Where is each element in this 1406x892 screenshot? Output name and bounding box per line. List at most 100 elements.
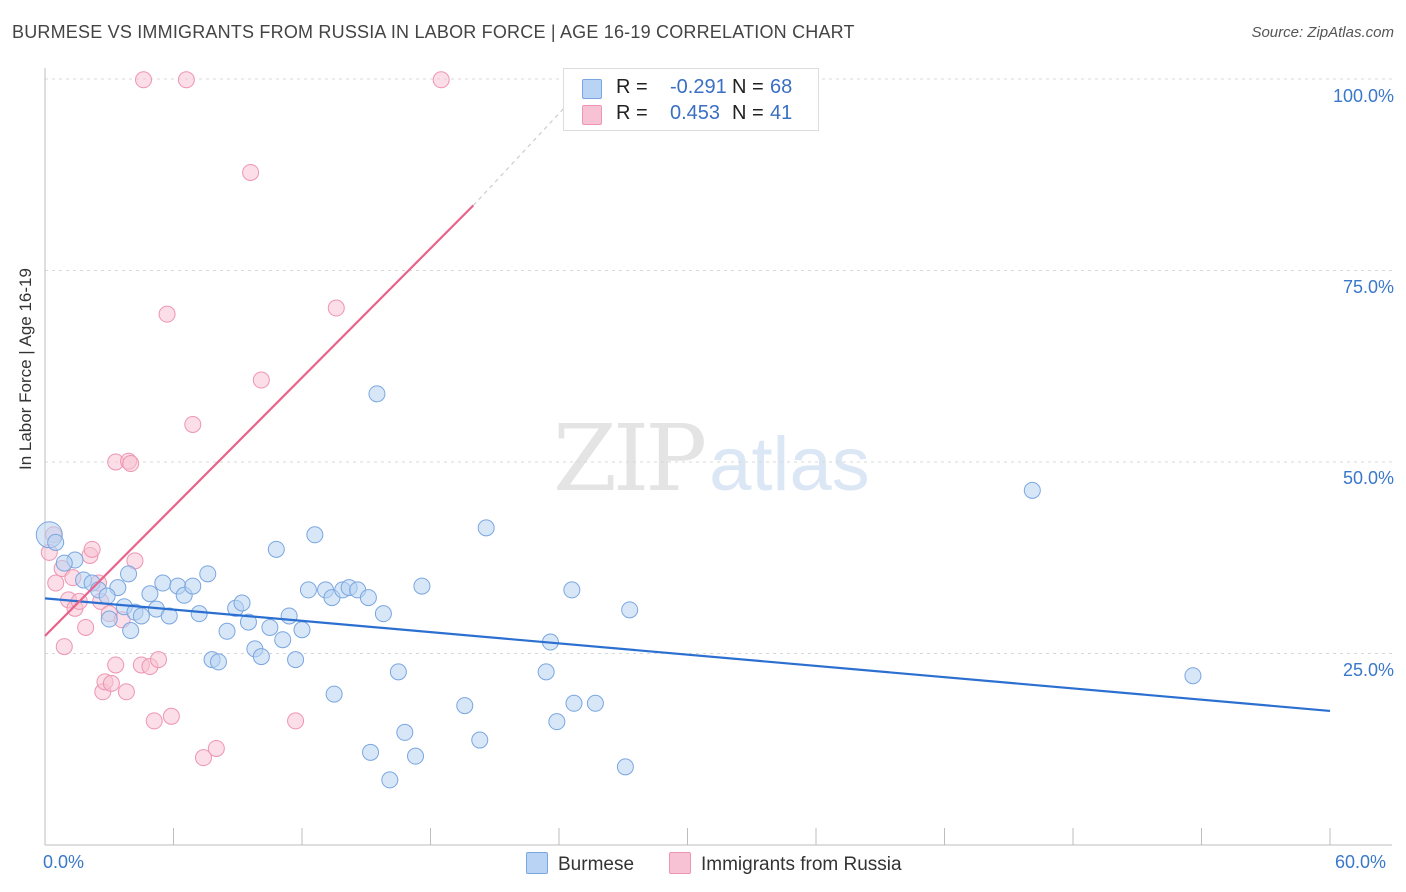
data-point-russia (145, 712, 163, 730)
data-point-burmese (120, 565, 138, 583)
data-point-russia (47, 574, 65, 592)
data-point-burmese (218, 622, 236, 640)
legend-n-label: N = (732, 102, 764, 124)
data-point-russia (207, 739, 225, 757)
data-point-burmese (184, 577, 202, 595)
data-point-burmese (1184, 667, 1202, 685)
data-point-burmese (396, 723, 414, 741)
russia-points (40, 71, 450, 767)
trend-line-burmese (44, 597, 1331, 713)
y-tick-label-50: 50.0% (1342, 468, 1394, 488)
data-point-russia (252, 371, 270, 389)
data-point-burmese (239, 613, 257, 631)
data-point-burmese (252, 648, 270, 666)
source-label: Source: ZipAtlas.com (1251, 24, 1394, 41)
data-point-russia (102, 674, 120, 692)
legend-swatch-russia (582, 105, 602, 125)
data-point-burmese (1023, 481, 1041, 499)
legend-r-value: -0.291 (670, 76, 727, 98)
data-point-russia (162, 707, 180, 725)
data-point-burmese (280, 607, 298, 625)
chart-title: BURMESE VS IMMIGRANTS FROM RUSSIA IN LAB… (12, 22, 855, 42)
data-point-burmese (537, 663, 555, 681)
data-point-russia (327, 299, 345, 317)
data-point-burmese (359, 589, 377, 607)
bottom-legend-swatch-burmese (526, 852, 548, 874)
data-point-burmese (471, 731, 489, 749)
data-point-burmese (141, 585, 159, 603)
x-tick-label-max: 60.0% (1335, 852, 1387, 872)
burmese-points (35, 385, 1202, 789)
trend-line-russia (44, 204, 475, 637)
data-point-burmese (287, 651, 305, 669)
data-point-burmese (565, 694, 583, 712)
legend-n-value: 41 (770, 102, 793, 124)
data-point-russia (107, 656, 125, 674)
data-point-burmese (389, 663, 407, 681)
trend-extension-russia (472, 101, 571, 206)
y-axis-label: In Labor Force | Age 16-19 (16, 268, 35, 470)
data-point-burmese (456, 697, 474, 715)
data-point-burmese (47, 533, 65, 551)
axes (44, 68, 1392, 846)
data-point-burmese (325, 685, 343, 703)
y-tick-label-100: 100.0% (1332, 86, 1394, 106)
data-point-burmese (548, 713, 566, 731)
data-point-russia (55, 638, 73, 656)
data-point-russia (242, 163, 260, 181)
data-point-burmese (261, 618, 279, 636)
data-point-burmese (154, 574, 172, 592)
data-point-russia (432, 71, 450, 89)
data-point-burmese (306, 526, 324, 544)
data-point-russia (122, 455, 140, 473)
bottom-legend-label-russia: Immigrants from Russia (701, 854, 902, 875)
data-point-burmese (293, 621, 311, 639)
data-point-russia (177, 71, 195, 89)
data-point-burmese (267, 540, 285, 558)
legend-r-value: 0.453 (670, 102, 721, 124)
data-point-russia (150, 651, 168, 669)
stats-legend: R = -0.291 N = 68 R = 0.453 N = 41 (563, 68, 819, 131)
data-point-burmese (407, 747, 425, 765)
data-point-burmese (374, 605, 392, 623)
data-point-burmese (368, 385, 386, 403)
legend-r-label: R = (616, 76, 648, 98)
data-point-burmese (362, 743, 380, 761)
data-point-burmese (132, 607, 150, 625)
data-point-burmese (122, 622, 140, 640)
data-point-russia (194, 749, 212, 767)
data-point-russia (83, 540, 101, 558)
bottom-legend-russia: Immigrants from Russia (669, 852, 902, 876)
data-point-burmese (586, 694, 604, 712)
data-point-burmese (299, 581, 317, 599)
data-point-burmese (190, 605, 208, 623)
data-point-burmese (100, 610, 118, 628)
data-point-burmese (199, 565, 217, 583)
legend-n-label: N = (732, 76, 764, 98)
data-point-burmese (477, 519, 495, 537)
data-point-burmese (233, 594, 251, 612)
data-point-burmese (616, 758, 634, 776)
data-point-russia (135, 71, 153, 89)
data-point-burmese (209, 653, 227, 671)
data-point-russia (184, 415, 202, 433)
bottom-legend-label-burmese: Burmese (558, 854, 635, 875)
data-point-russia (287, 712, 305, 730)
data-point-burmese (98, 587, 116, 605)
legend-swatch-burmese (582, 79, 602, 99)
data-point-burmese (160, 607, 178, 625)
data-point-burmese (413, 577, 431, 595)
data-point-russia (117, 683, 135, 701)
trend-lines (44, 101, 1331, 713)
x-tick-label-min: 0.0% (43, 852, 85, 872)
bottom-legend-burmese: Burmese (526, 852, 634, 876)
data-point-burmese (55, 554, 73, 572)
y-tick-label-75: 75.0% (1342, 277, 1394, 297)
data-point-russia (158, 305, 176, 323)
data-point-russia (77, 618, 95, 636)
data-point-burmese (621, 601, 639, 619)
legend-r-label: R = (616, 102, 648, 124)
data-point-burmese (381, 771, 399, 789)
y-tick-label-25: 25.0% (1342, 660, 1394, 680)
